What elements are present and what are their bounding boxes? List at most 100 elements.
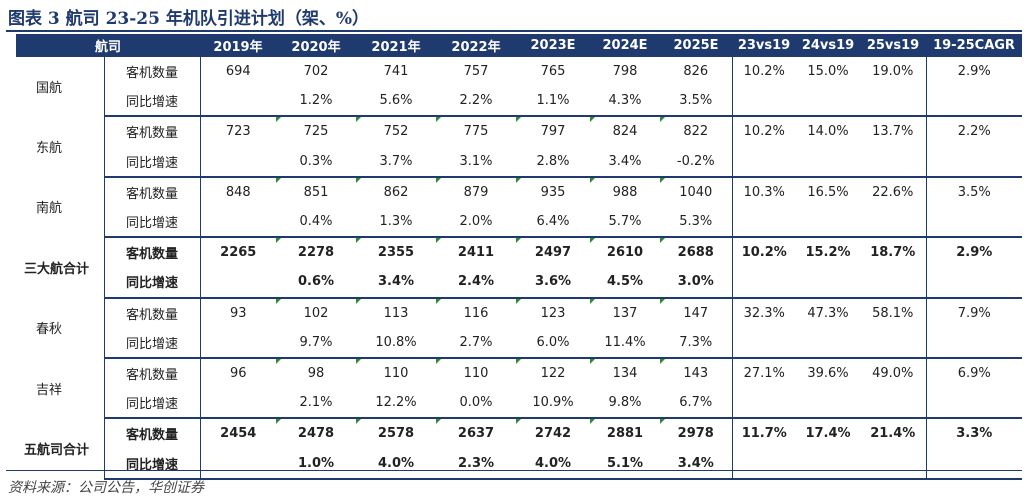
compare-empty-cell (731, 388, 797, 420)
fleet-value-cell: 147 (660, 297, 732, 328)
source-note: 资料来源：公司公告，华创证券 (8, 480, 204, 496)
table-row: 同比增速 1.0% 4.0% 2.3% 4.0% 5.1% 3.4% (16, 448, 1023, 480)
compare-value-cell: 6.9% (925, 357, 1023, 389)
metric-fleet-label: 客机数量 (126, 247, 179, 263)
airline-name: 五航司合计 (16, 418, 105, 479)
metric-growth-label: 同比增速 (104, 388, 201, 420)
header-airline: 航司 (16, 34, 201, 57)
airline-name: 东航 (16, 116, 105, 177)
compare-value-cell: 10.2% (731, 116, 797, 147)
table-row: 同比增速 0.4% 1.3% 2.0% 6.4% 5.7% 5.3% (16, 206, 1023, 239)
fleet-value-cell: 2497 (516, 237, 590, 267)
growth-value-cell: 5.3% (660, 206, 733, 239)
fleet-value-cell: 2278 (276, 237, 356, 267)
compare-empty-cell (796, 146, 861, 178)
compare-empty-cell (796, 267, 861, 299)
airline-name: 春秋 (16, 297, 105, 358)
table-title: 图表 3 航司 23-25 年机队引进计划（架、%） (8, 9, 370, 29)
header-2024e: 2024E (590, 34, 661, 57)
fleet-value-cell: 2478 (276, 418, 356, 448)
fleet-plan-table: 航司 2019年 2020年 2021年 2022年 2023E 2024E 2… (16, 34, 1023, 480)
header-2022: 2022年 (436, 34, 517, 57)
fleet-value-cell: 96 (199, 357, 277, 389)
table-row: 国航 客机数量 694 702 741 757 765 798 826 10.2% 15.0% 19.… (16, 57, 1023, 117)
fleet-value-cell: 775 (436, 116, 516, 146)
compare-value-cell: 17.4% (805, 426, 851, 442)
growth-value-cell: 3.1% (436, 146, 517, 178)
metric-growth-label: 同比增速 (104, 86, 201, 118)
header-24vs19: 24vs19 (796, 34, 861, 57)
header-2025e: 2025E (660, 34, 733, 57)
compare-value-cell: 2.9% (925, 57, 1023, 87)
compare-empty-cell (925, 327, 1023, 359)
fleet-value-cell: 851 (276, 176, 356, 207)
growth-value-cell: 7.3% (660, 327, 733, 359)
compare-value-cell: 58.1% (872, 305, 914, 321)
fleet-value-cell: 134 (590, 357, 660, 388)
compare-value-cell: 32.3% (731, 297, 797, 328)
growth-value-cell (199, 206, 277, 239)
metric-fleet-label: 客机数量 (126, 307, 179, 323)
metric-growth-label: 同比增速 (104, 206, 201, 239)
metric-growth-label: 同比增速 (104, 267, 201, 299)
fleet-value-cell: 694 (199, 57, 277, 87)
compare-empty-cell (860, 86, 927, 118)
table-row: 东航 客机数量 723 725 752 775 797 824 822 10.2% 14.0% 13.… (16, 116, 1023, 177)
table-row: 三大航合计 客机数量 2265 2278 2355 2411 2497 2610 2688 10.… (16, 237, 1023, 298)
compare-value-cell: 18.7% (870, 245, 916, 261)
header-2021: 2021年 (356, 34, 437, 57)
fleet-value-cell: 123 (516, 297, 590, 328)
growth-value-cell: 3.5% (660, 86, 733, 118)
fleet-value-cell: 98 (276, 357, 356, 388)
growth-value-cell (199, 146, 277, 178)
table-row: 春秋 客机数量 93 102 113 116 123 137 147 32.3% 47.3% 58.1… (16, 297, 1023, 358)
compare-value-cell: 11.7% (731, 418, 797, 449)
compare-empty-cell (796, 388, 861, 420)
compare-value-cell: 47.3% (807, 305, 849, 321)
compare-value-cell: 27.1% (731, 357, 797, 389)
fleet-value-cell: 137 (590, 297, 660, 328)
growth-value-cell: 6.4% (516, 206, 591, 239)
growth-value-cell: 2.7% (436, 327, 517, 359)
metric-fleet-label: 客机数量 (126, 428, 179, 444)
compare-empty-cell (860, 146, 927, 178)
compare-value-cell: 15.2% (805, 245, 851, 261)
growth-value-cell: 1.3% (356, 206, 437, 239)
compare-value-cell: 10.3% (731, 176, 797, 207)
growth-value-cell: 4.3% (590, 86, 661, 118)
growth-value-cell (199, 327, 277, 359)
fleet-value-cell: 2454 (199, 418, 277, 449)
metric-growth-label: 同比增速 (104, 448, 201, 480)
compare-empty-cell (925, 267, 1023, 299)
fleet-value-cell: 826 (683, 64, 709, 80)
growth-value-cell (199, 388, 277, 420)
compare-value-cell: 7.9% (925, 297, 1023, 328)
table-body: 国航 客机数量 694 702 741 757 765 798 826 10.2% 15.0% 19.… (16, 57, 1023, 480)
growth-value-cell: 1.1% (516, 86, 591, 118)
growth-value-cell: 4.5% (590, 267, 661, 299)
compare-value-cell: 14.0% (807, 124, 849, 140)
fleet-value-cell: 2610 (590, 237, 660, 267)
compare-empty-cell (796, 206, 861, 239)
fleet-value-cell: 113 (356, 297, 436, 328)
airline-name: 南航 (16, 176, 105, 238)
compare-value-cell: 15.0% (807, 64, 849, 80)
fleet-value-cell: 110 (356, 357, 436, 388)
fleet-value-cell: 143 (660, 357, 732, 388)
airline-name: 三大航合计 (16, 237, 105, 298)
compare-empty-cell (860, 327, 927, 359)
fleet-value-cell: 702 (303, 64, 329, 80)
compare-value-cell: 21.4% (870, 426, 916, 442)
compare-empty-cell (731, 267, 797, 299)
compare-value-cell: 49.0% (872, 365, 914, 381)
header-2023e: 2023E (516, 34, 591, 57)
fleet-value-cell: 2637 (436, 418, 516, 448)
fleet-value-cell: 116 (436, 297, 516, 328)
fleet-value-cell: 797 (516, 116, 590, 146)
compare-empty-cell (860, 206, 927, 239)
header-row: 航司 2019年 2020年 2021年 2022年 2023E 2024E 2… (16, 34, 1023, 57)
growth-value-cell: 0.6% (276, 267, 357, 299)
growth-value-cell: 1.0% (276, 448, 357, 480)
table-row: 同比增速 2.1% 12.2% 0.0% 10.9% 9.8% 6.7% (16, 388, 1023, 420)
fleet-value-cell: 2355 (356, 237, 436, 267)
